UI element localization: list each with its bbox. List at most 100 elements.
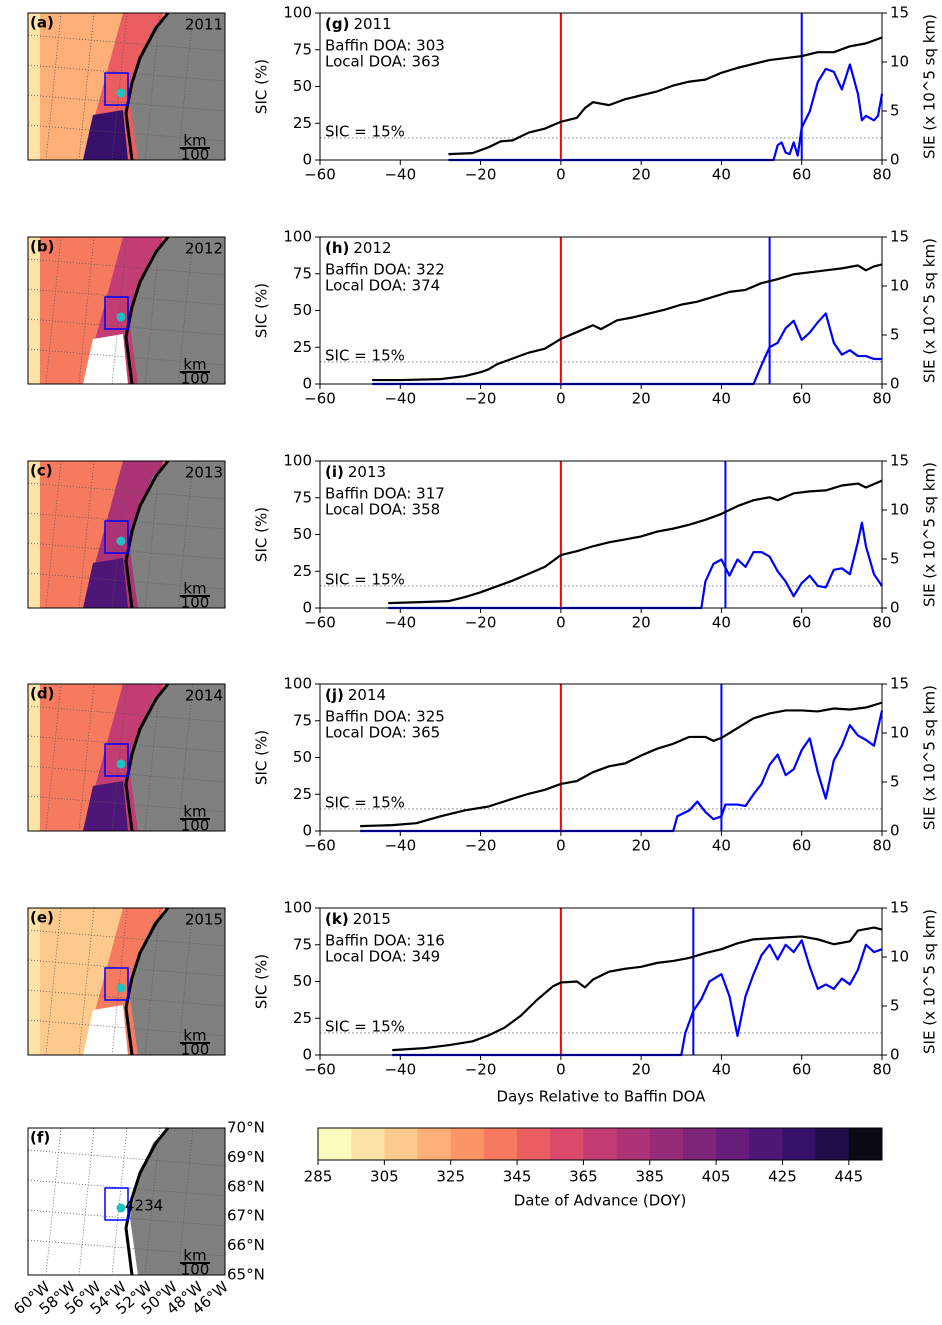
colorbar-cell <box>848 1128 883 1160</box>
map-graticule <box>177 683 194 832</box>
x-axis-label: Date of Advance (DOY) <box>514 1192 687 1210</box>
y2-tick-label: 5 <box>890 102 900 120</box>
y2-tick-label: 5 <box>890 997 900 1015</box>
y-tick-label: 100 <box>283 228 312 246</box>
colorbar-cell <box>517 1128 551 1160</box>
y-tick-label: 50 <box>293 77 312 95</box>
lat-label: 68°N <box>227 1177 265 1195</box>
x-tick-label: 80 <box>872 1061 891 1079</box>
map-graticule <box>78 683 95 832</box>
y2-tick-label: 0 <box>890 822 900 840</box>
map-graticule <box>177 460 194 609</box>
colorbar-cell <box>616 1128 651 1160</box>
x-tick-label: 20 <box>632 837 651 855</box>
baffin-doa: Baffin DOA: 317 <box>325 485 445 503</box>
x-axis-label: Days Relative to Baffin DOA <box>497 1088 707 1106</box>
y-tick-label: 75 <box>293 935 312 953</box>
panel-title: (g) 2011 <box>325 15 392 33</box>
map-year: 2011 <box>185 16 223 34</box>
map-station <box>116 88 126 98</box>
x-tick-label: 325 <box>436 1168 465 1186</box>
x-tick-label: 60 <box>792 390 811 408</box>
map-frame <box>27 907 226 1056</box>
x-tick-label: 40 <box>712 1061 731 1079</box>
map-coast-strip <box>28 461 40 608</box>
y-tick-label: 0 <box>302 599 312 617</box>
x-tick-label: 80 <box>872 166 891 184</box>
panel-year: 2014 <box>348 686 386 704</box>
map-graticule <box>144 907 161 1056</box>
y-tick-label: 0 <box>302 822 312 840</box>
map-frame <box>27 12 226 161</box>
threshold-label: SIC = 15% <box>325 1017 405 1035</box>
map-coastline <box>124 236 170 385</box>
y2-tick-label: 0 <box>890 151 900 169</box>
scale-unit: km <box>183 356 206 374</box>
panel-year: 2011 <box>353 15 391 33</box>
panel-title: (k) 2015 <box>325 910 391 928</box>
x-tick-label: 285 <box>304 1168 333 1186</box>
x-tick-label: 0 <box>556 614 566 632</box>
baffin-doa: Baffin DOA: 316 <box>325 932 445 950</box>
baffin-doa: Baffin DOA: 303 <box>325 37 445 55</box>
x-tick-label: 20 <box>632 1061 651 1079</box>
y-axis-label: SIC (%) <box>253 283 271 338</box>
y-axis-label: SIC (%) <box>253 730 271 785</box>
map-graticule <box>144 683 161 832</box>
map-station <box>116 536 126 546</box>
y-tick-label: 0 <box>302 151 312 169</box>
colorbar-cell <box>583 1128 618 1160</box>
y2-tick-label: 0 <box>890 1046 900 1064</box>
panel-year: 2012 <box>353 239 391 257</box>
series-line <box>448 36 883 156</box>
y2-axis-label: SIE (x 10^5 sq km) <box>921 462 939 607</box>
x-tick-label: −40 <box>384 614 416 632</box>
map-graticule <box>78 907 95 1056</box>
map-graticule <box>111 12 128 161</box>
y-tick-label: 50 <box>293 301 312 319</box>
lat-label: 69°N <box>227 1148 265 1166</box>
y2-tick-label: 15 <box>890 228 909 246</box>
x-tick-label: 60 <box>792 837 811 855</box>
plot-frame <box>319 460 883 609</box>
x-tick-label: 60 <box>792 1061 811 1079</box>
lat-label: 67°N <box>227 1207 265 1225</box>
scale-value: 100 <box>181 1261 210 1279</box>
x-tick-label: 305 <box>370 1168 399 1186</box>
map-box <box>104 743 129 777</box>
map-graticule <box>78 236 95 385</box>
map-land <box>130 908 225 1055</box>
colorbar-cell <box>749 1128 783 1160</box>
map-label: (d) <box>30 685 54 703</box>
series-line <box>388 521 883 610</box>
map-graticule <box>177 907 194 1056</box>
scale-unit: km <box>183 803 206 821</box>
y2-tick-label: 5 <box>890 773 900 791</box>
local-doa: Local DOA: 363 <box>325 53 440 71</box>
colorbar: 285 305 325 345 365 385 405 425 445 Date of Advan… <box>304 1127 883 1210</box>
map-box <box>104 72 129 106</box>
x-tick-label: 0 <box>556 837 566 855</box>
map-graticule <box>177 236 194 385</box>
map-coast-strip <box>28 684 40 831</box>
series-line <box>392 926 883 1052</box>
y2-tick-label: 15 <box>890 452 909 470</box>
y2-tick-label: 15 <box>890 675 909 693</box>
x-tick-label: −40 <box>384 390 416 408</box>
map-coastline <box>124 12 170 161</box>
y2-tick-label: 5 <box>890 326 900 344</box>
y-tick-label: 75 <box>293 711 312 729</box>
plot-frame <box>319 236 883 385</box>
map-ice-late <box>83 558 128 608</box>
map-coast-strip <box>28 237 40 384</box>
colorbar-cell <box>450 1128 485 1160</box>
panel-year: 2015 <box>353 910 391 928</box>
series-line <box>448 63 884 162</box>
map-box <box>104 1187 129 1221</box>
y-tick-label: 25 <box>293 562 312 580</box>
panel-label: (h) <box>325 239 349 257</box>
